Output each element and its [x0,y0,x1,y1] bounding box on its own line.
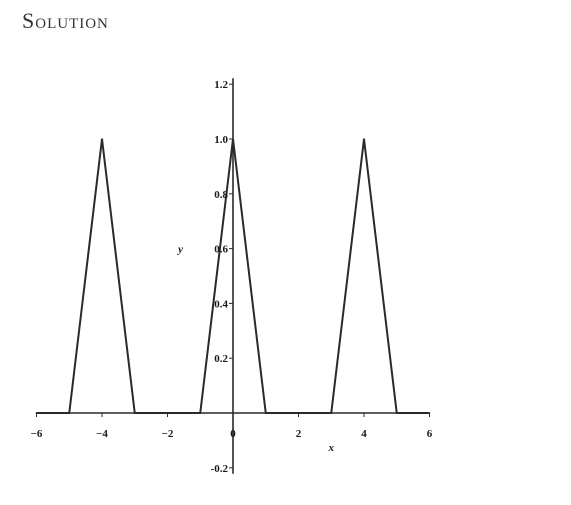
data-point [68,412,71,414]
data-point [35,412,38,414]
data-point [264,412,267,414]
y-tick-label: 0.6 [214,244,228,256]
data-point [232,138,234,140]
y-tick-label: 1.2 [214,79,228,91]
data-point [428,412,431,414]
solution-heading: Solution [22,8,109,33]
x-tick-label: −2 [162,428,174,440]
x-axis-label: x [328,442,335,454]
tick-labels: −6 −4 −2 0 2 4 6 -0.2 0.2 0.4 0.6 0.8 1.0 1.2 x y [31,79,433,475]
series-group [35,138,431,414]
y-tick-label: 1.0 [214,134,228,146]
x-tick-label: 6 [427,428,433,440]
data-point [395,412,398,414]
y-tick-label: -0.2 [211,463,229,475]
data-point [330,412,333,414]
data-point [363,138,365,140]
x-tick-label: 2 [296,428,302,440]
x-tick-label: 4 [361,428,367,440]
data-point [101,138,103,140]
y-tick-label: 0.2 [214,353,228,365]
data-point [133,412,136,414]
x-tick-label: −6 [31,428,43,440]
x-tick-label: −4 [96,428,108,440]
x-tick-label: 0 [230,428,236,440]
y-tick-label: 0.4 [214,298,228,310]
y-tick-label: 0.8 [214,189,228,201]
y-axis-label: y [176,244,183,256]
data-point [199,412,202,414]
